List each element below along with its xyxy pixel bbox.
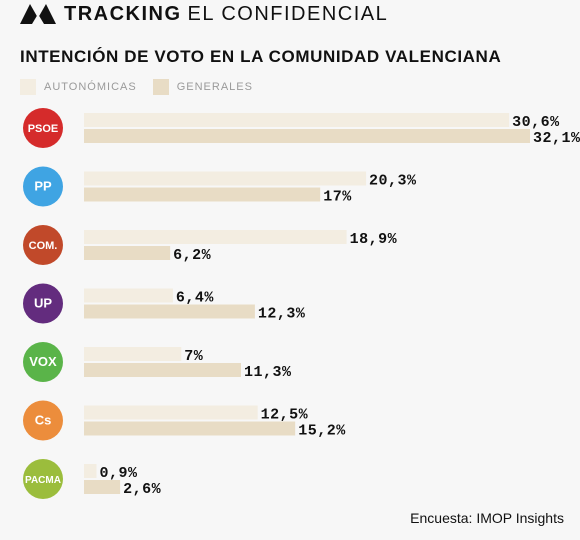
legend-swatch-autonomicas <box>20 79 36 95</box>
bar-com-generales <box>84 246 171 260</box>
party-badge-pacma <box>23 459 63 499</box>
legend-label-autonomicas: AUTONÓMICAS <box>44 81 137 93</box>
data-label-com-autonomicas: 18,9% <box>350 231 398 248</box>
bar-vox-autonomicas <box>84 347 182 361</box>
party-label-com: COM. <box>29 240 58 252</box>
bar-up-autonomicas <box>84 288 173 303</box>
source-note: Encuesta: IMOP Insights <box>410 510 564 526</box>
data-label-com-generales: 6,2% <box>173 247 212 264</box>
bar-psoe-generales <box>84 129 530 143</box>
data-label-up-generales: 12,3% <box>258 306 306 323</box>
data-label-vox-autonomicas: 7% <box>184 348 204 365</box>
chart-title: INTENCIÓN DE VOTO EN LA COMUNIDAD VALENC… <box>20 47 502 66</box>
data-label-up-autonomicas: 6,4% <box>176 290 215 307</box>
bar-pacma-generales <box>84 480 121 494</box>
data-label-psoe-autonomicas: 30,6% <box>512 114 560 131</box>
data-label-cs-autonomicas: 12,5% <box>261 407 309 424</box>
brand-strong: TRACKING <box>64 2 182 25</box>
party-label-pp: PP <box>34 179 52 194</box>
party-label-vox: VOX <box>29 354 57 369</box>
brand-light: EL CONFIDENCIAL <box>187 2 389 25</box>
data-label-pp-generales: 17% <box>323 189 352 206</box>
legend-item-generales: GENERALES <box>152 79 253 95</box>
data-label-vox-generales: 11,3% <box>244 364 292 381</box>
party-label-psoe: PSOE <box>28 123 59 135</box>
legend-item-autonomicas: AUTONÓMICAS <box>20 79 137 95</box>
triangle-logo-icon <box>20 4 56 24</box>
party-badge-up <box>23 283 63 324</box>
data-label-pacma-autonomicas: 0,9% <box>100 465 139 482</box>
bar-up-generales <box>84 304 255 319</box>
party-badge-cs <box>23 400 63 441</box>
bar-pacma-autonomicas <box>84 464 97 478</box>
data-label-pacma-generales: 2,6% <box>123 481 162 498</box>
legend: AUTONÓMICAS GENERALES <box>20 79 269 95</box>
party-label-up: UP <box>34 296 52 311</box>
data-label-cs-generales: 15,2% <box>298 423 346 440</box>
bar-cs-autonomicas <box>84 405 258 420</box>
party-label-pacma: PACMA <box>25 475 61 486</box>
party-badge-pp <box>23 166 63 207</box>
bar-com-autonomicas <box>84 230 347 244</box>
party-label-cs: Cs <box>35 413 52 428</box>
party-badge-vox <box>23 342 63 382</box>
legend-swatch-generales <box>152 79 169 95</box>
bar-pp-autonomicas <box>84 171 367 186</box>
legend-label-generales: GENERALES <box>176 81 253 93</box>
data-label-psoe-generales: 32,1% <box>533 130 580 147</box>
party-badge-psoe <box>23 108 63 148</box>
bar-cs-generales <box>84 421 296 436</box>
brand: TRACKING EL CONFIDENCIAL <box>64 3 388 26</box>
bar-psoe-autonomicas <box>84 113 510 127</box>
bar-vox-generales <box>84 363 242 377</box>
data-label-pp-autonomicas: 20,3% <box>369 173 417 190</box>
party-badge-com <box>23 225 63 265</box>
bar-pp-generales <box>84 187 321 202</box>
header: TRACKING EL CONFIDENCIAL <box>20 2 388 26</box>
